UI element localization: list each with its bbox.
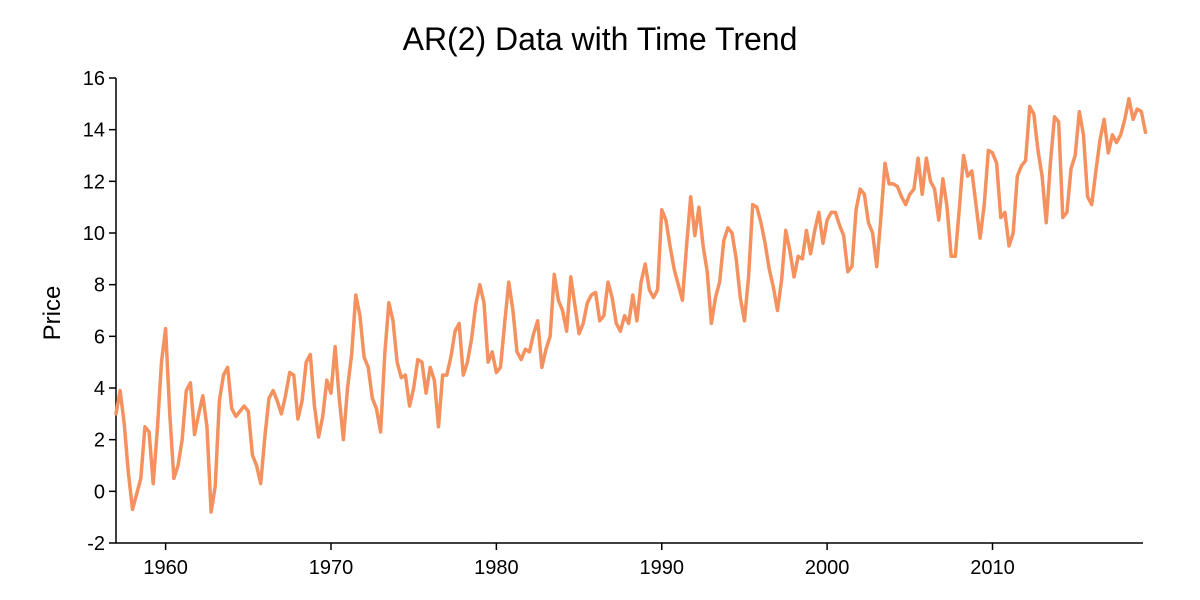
x-tick-label: 2010 — [970, 557, 1015, 579]
x-tick-label: 1990 — [639, 557, 684, 579]
y-tick-label: 16 — [83, 68, 105, 90]
y-tick-label: 10 — [83, 223, 105, 245]
y-tick-label: 12 — [83, 171, 105, 193]
series-group — [114, 96, 1148, 514]
y-tick-label: -2 — [87, 533, 105, 555]
x-tick-label: 2000 — [805, 557, 850, 579]
y-tick-label: 0 — [94, 481, 105, 503]
x-tick-label: 1980 — [474, 557, 519, 579]
y-tick-label: 6 — [94, 326, 105, 348]
y-tick-label: 2 — [94, 430, 105, 452]
series-line-0 — [114, 96, 1148, 514]
axes — [115, 78, 1143, 544]
chart-title: AR(2) Data with Time Trend — [403, 21, 798, 57]
x-ticks: 1960 1970 1980 1990 2000 2010 — [143, 543, 1015, 579]
y-tick-label: 14 — [83, 120, 105, 142]
x-tick-label: 1970 — [309, 557, 354, 579]
x-tick-label: 1960 — [143, 557, 188, 579]
y-ticks: -2 0 2 4 6 8 10 12 14 16 — [83, 68, 116, 555]
y-axis-label: Price — [39, 286, 66, 341]
y-tick-label: 8 — [94, 275, 105, 297]
y-tick-label: 4 — [94, 378, 105, 400]
